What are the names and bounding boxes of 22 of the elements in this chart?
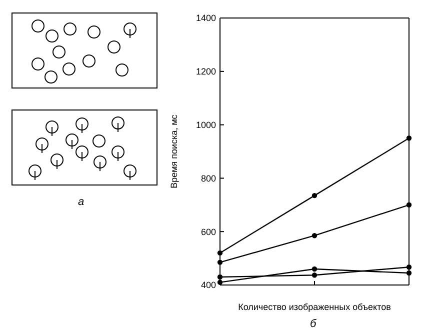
y-tick-label: 800 xyxy=(200,173,216,184)
y-axis-title: Время поиска, мс xyxy=(169,114,180,188)
point xyxy=(217,250,223,256)
y-tick-label: 400 xyxy=(200,280,216,290)
point xyxy=(406,202,412,208)
point xyxy=(312,233,318,238)
point xyxy=(217,280,223,285)
text: б xyxy=(310,318,316,330)
y-tick-label: 1000 xyxy=(196,120,216,130)
point xyxy=(406,264,412,270)
x-axis-title: Количество изображенных объектов xyxy=(238,302,392,312)
text: а xyxy=(78,196,84,208)
point xyxy=(406,270,412,276)
point xyxy=(406,136,412,141)
point xyxy=(217,260,223,265)
point xyxy=(312,266,318,272)
y-tick-label: 600 xyxy=(200,226,216,237)
point xyxy=(312,272,318,278)
y-tick-label: 1400 xyxy=(196,13,216,24)
point xyxy=(312,192,318,198)
point xyxy=(217,274,223,280)
y-tick-label: 1200 xyxy=(196,66,216,77)
